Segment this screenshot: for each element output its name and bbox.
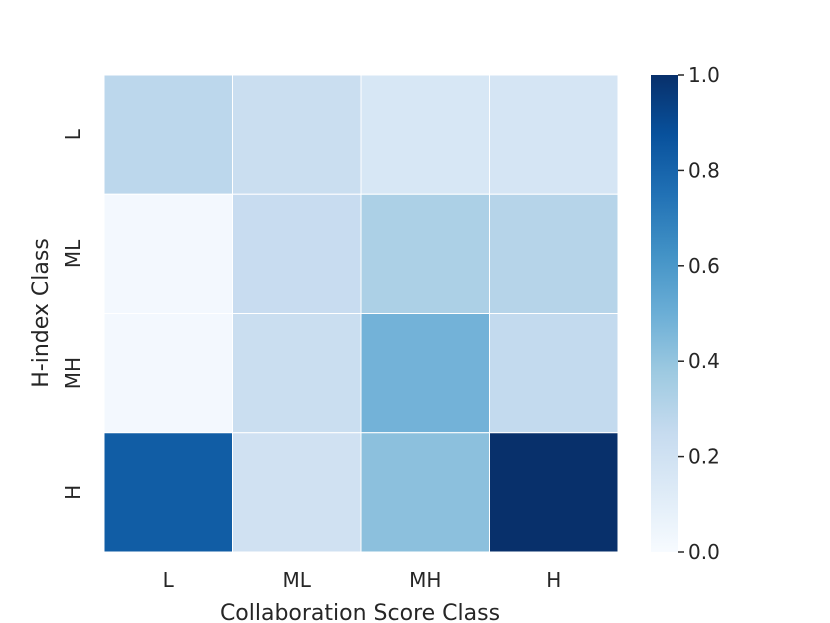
heatmap-cell <box>360 432 490 553</box>
colorbar-tick-label: 0.4 <box>688 349 720 373</box>
heatmap-cell <box>489 432 619 553</box>
heatmap-cell <box>232 432 362 553</box>
heatmap-cell <box>103 432 233 553</box>
heatmap-cells <box>103 74 619 553</box>
colorbar-tick-label: 0.0 <box>688 540 720 564</box>
heatmap-cell <box>103 193 233 314</box>
colorbar <box>651 75 678 552</box>
heatmap-cell <box>489 313 619 434</box>
heatmap-cell <box>360 193 490 314</box>
colorbar-ticks: 0.0 0.2 0.4 0.6 0.8 1.0 <box>678 63 720 564</box>
heatmap-cell <box>360 313 490 434</box>
colorbar-tick-label: 0.6 <box>688 254 720 278</box>
y-tick-label: H <box>61 485 85 500</box>
y-tick-label: ML <box>61 239 85 268</box>
heatmap-cell <box>103 74 233 195</box>
x-tick-label: L <box>163 568 175 592</box>
y-tick-label: MH <box>61 357 85 389</box>
x-tick-labels: L ML MH H <box>163 568 562 592</box>
heatmap-cell <box>489 74 619 195</box>
x-tick-label: ML <box>283 568 312 592</box>
x-tick-label: MH <box>409 568 441 592</box>
colorbar-tick-label: 1.0 <box>688 63 720 87</box>
colorbar-tick-label: 0.8 <box>688 158 720 182</box>
heatmap-cell <box>232 74 362 195</box>
heatmap-cell <box>360 74 490 195</box>
y-axis-label: H-index Class <box>29 238 54 388</box>
x-axis-label: Collaboration Score Class <box>220 601 500 623</box>
heatmap-cell <box>489 193 619 314</box>
colorbar-tick-label: 0.2 <box>688 445 720 469</box>
heatmap-cell <box>232 313 362 434</box>
x-tick-label: H <box>546 568 561 592</box>
y-tick-label: L <box>61 128 85 140</box>
y-tick-labels: L ML MH H <box>61 128 85 500</box>
heatmap-cell <box>103 313 233 434</box>
heatmap-cell <box>232 193 362 314</box>
